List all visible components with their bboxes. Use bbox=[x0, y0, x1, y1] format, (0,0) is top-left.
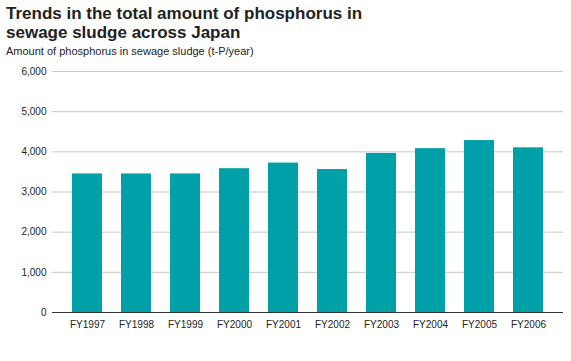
svg-text:3,000: 3,000 bbox=[21, 186, 46, 197]
svg-text:FY2001: FY2001 bbox=[266, 319, 301, 330]
html-text:Trends in the total amount of: Trends in the total amount of phosphorus… bbox=[6, 4, 362, 42]
svg-text:1,000: 1,000 bbox=[21, 267, 46, 278]
svg-text:2,000: 2,000 bbox=[21, 226, 46, 237]
svg-text:6,000: 6,000 bbox=[21, 66, 46, 77]
svg-text:5,000: 5,000 bbox=[21, 106, 46, 117]
html-text:Amount of phosphorus in sewage: Amount of phosphorus in sewage sludge (t… bbox=[6, 45, 254, 57]
svg-text:FY1998: FY1998 bbox=[119, 319, 154, 330]
svg-text:FY2000: FY2000 bbox=[217, 319, 252, 330]
svg-text:FY2005: FY2005 bbox=[462, 319, 497, 330]
svg-text:FY1997: FY1997 bbox=[70, 319, 105, 330]
svg-text:4,000: 4,000 bbox=[21, 146, 46, 157]
svg-text:FY1999: FY1999 bbox=[168, 319, 203, 330]
svg-text:0: 0 bbox=[41, 307, 47, 318]
svg-text:FY2003: FY2003 bbox=[364, 319, 399, 330]
svg-text:FY2002: FY2002 bbox=[315, 319, 350, 330]
svg-text:FY2006: FY2006 bbox=[511, 319, 546, 330]
svg-text:FY2004: FY2004 bbox=[413, 319, 448, 330]
